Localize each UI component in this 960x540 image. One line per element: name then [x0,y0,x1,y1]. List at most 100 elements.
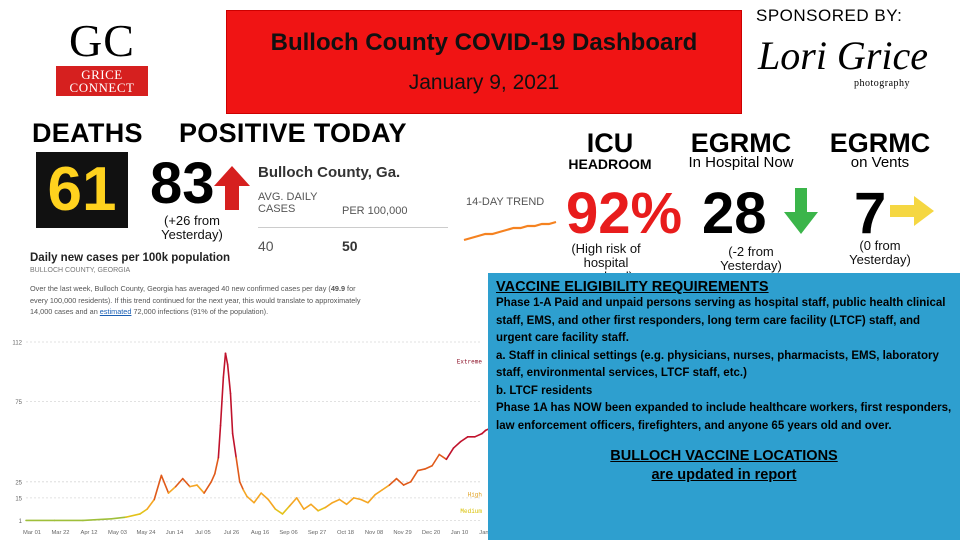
trend-label: 14-DAY TREND [466,196,545,208]
x-tick-label: Nov 08 [365,530,383,536]
x-tick-label: Dec 20 [422,530,440,536]
chart-title: Daily new cases per 100k population [30,252,231,264]
series-segment [260,492,270,501]
series-segment [381,484,391,491]
x-tick-label: Jun 14 [166,530,184,536]
y-tick-label: 112 [12,341,22,347]
hospital-value: 28 [702,181,767,246]
x-tick-label: Jan 31 [479,530,488,536]
county-card: Bulloch County, Ga. AVG. DAILY CASES PER… [258,164,448,254]
deaths-value: 61 [47,155,117,224]
x-tick-label: Sep 27 [308,530,326,536]
series-segment [438,453,448,461]
series-segment [281,505,291,515]
vaccine-panel: VACCINE ELIGIBILITY REQUIREMENTS Phase 1… [488,273,960,540]
desc-part: for every 100,000 residents). If this tr… [30,284,361,316]
series-segment [246,495,255,504]
threshold-label: Extreme [457,358,483,365]
vents-label: EGRMC [829,128,931,158]
vaccine-item-a: a. Staff in clinical settings (e.g. phys… [496,349,939,380]
vaccine-item-b: b. LTCF residents [496,384,593,397]
x-tick-label: Apr 12 [80,530,97,536]
county-title: Bulloch County, Ga. [258,164,401,181]
series-segment [338,498,348,506]
x-tick-label: Jul 26 [224,530,239,536]
series-segment [459,436,469,443]
series-segment [203,481,213,494]
series-segment [331,498,341,504]
series-segment [217,424,222,459]
series-segment [324,501,334,509]
positive-note: (+26 from Yesterday) [161,213,223,242]
y-tick-label: 1 [19,519,23,525]
per-100k-label: PER 100,000 [342,205,408,217]
icu-sub: HEADROOM [568,156,652,172]
series-segment [360,498,369,504]
vaccine-locations-link[interactable]: BULLOCH VACCINE LOCATIONS are updated in… [496,447,952,485]
x-tick-label: Jul 05 [195,530,210,536]
series-segment [431,453,441,467]
series-segment [374,489,384,496]
per-100k-value: 50 [342,238,358,254]
series-segment [303,503,312,510]
estimated-link[interactable]: estimated [99,307,132,316]
series-segment [295,497,305,510]
series-segment [367,493,376,504]
logo-letters: GC [69,15,135,66]
desc-part: Over the last week, Bulloch County, Geor… [30,284,331,293]
series-segment [452,440,462,449]
series-segment [474,432,483,438]
series-segment [222,352,227,379]
dashboard-date: January 9, 2021 [408,71,560,94]
logo-band: GRICE CONNECT [56,66,148,96]
series-segment [153,474,163,501]
arrow-up-icon [214,166,250,210]
x-tick-label: May 03 [108,530,127,536]
y-tick-label: 75 [15,400,22,406]
series-segment [274,508,284,515]
series-segment [226,363,232,395]
x-tick-label: Mar 22 [51,530,69,536]
chart-description: Over the last week, Bulloch County, Geor… [30,283,370,318]
x-tick-label: Mar 01 [23,530,41,536]
series-segment [424,464,433,470]
trend-sparkline [463,220,557,242]
series-segment [317,506,327,512]
grice-connect-logo: GC GRICE CONNECT [56,18,148,96]
vents-sub: on Vents [850,154,910,171]
series-segment [231,432,237,459]
y-tick-label: 15 [15,496,22,502]
logo-line1: GRICE [81,67,123,82]
series-segment [238,481,245,491]
vaccine-locations-line1: BULLOCH VACCINE LOCATIONS [610,448,838,464]
series-segment [402,481,412,486]
icu-value: 92% [566,181,683,246]
x-tick-label: Oct 18 [337,530,354,536]
dashboard-header: Bulloch County COVID-19 Dashboard Januar… [226,10,742,114]
dashboard-title: Bulloch County COVID-19 Dashboard [270,29,698,56]
vaccine-locations-line2: are updated in report [651,467,797,483]
series-segment [242,489,248,498]
vaccine-expansion: Phase 1A has NOW been expanded to includ… [496,402,952,432]
avg-daily-label: AVG. DAILY CASES [258,191,318,215]
series-segment [345,497,355,506]
cases-chart: 1 15 25 75 112 Mar 01 Mar 22 Apr 12 May 03 May 24… [12,341,488,536]
series-segment [253,492,262,504]
hospital-label: EGRMC [690,128,792,158]
y-tick-label: 25 [15,480,22,486]
desc-highlight: 49.9 [330,284,346,293]
sparkline-path [463,220,557,242]
deaths-label: DEATHS [32,118,143,148]
series-segment [124,513,141,518]
arrow-down-icon [784,188,818,234]
x-tick-label: Jan 10 [451,530,468,536]
arrow-right-icon [890,196,934,226]
vents-value: 7 [854,181,887,246]
series-segment [288,497,298,507]
vaccine-title: VACCINE ELIGIBILITY REQUIREMENTS [496,279,769,295]
positive-label: POSITIVE TODAY [179,118,407,148]
chart-subtitle: BULLOCH COUNTY, GEORGIA [30,267,131,274]
series-segment [214,456,220,475]
x-tick-label: Sep 06 [279,530,297,536]
series-segment [229,392,234,435]
